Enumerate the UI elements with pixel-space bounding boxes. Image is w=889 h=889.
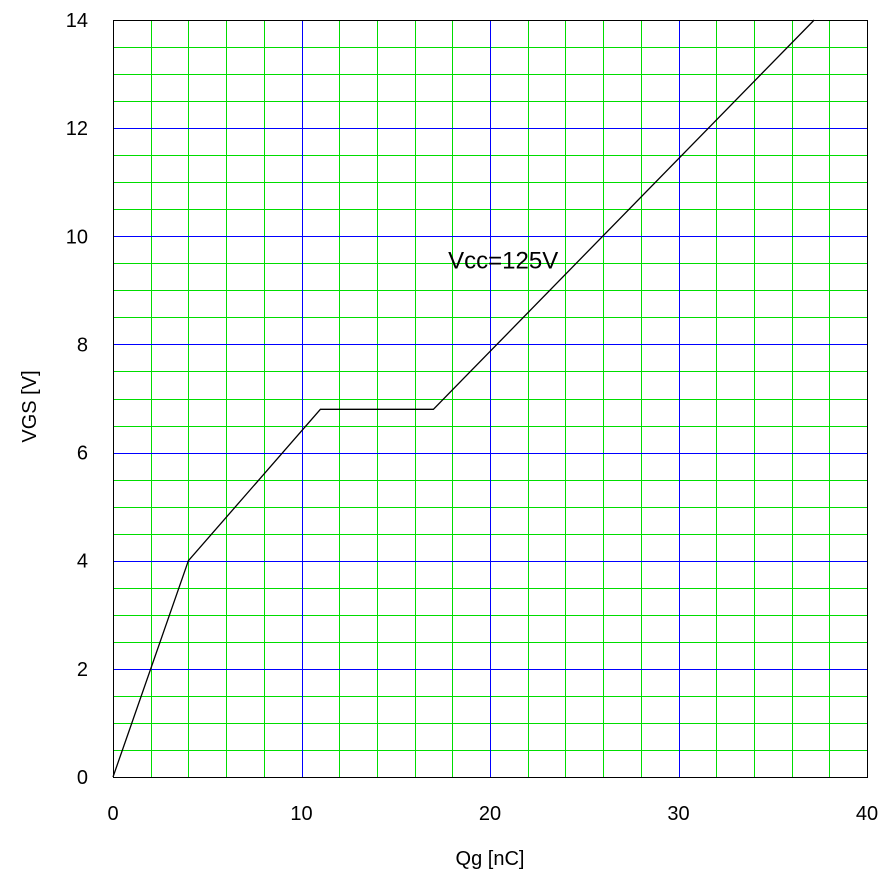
y-axis-label: VGS [V]	[19, 370, 41, 442]
y-tick-label: 2	[77, 659, 88, 681]
x-tick-label: 30	[667, 803, 689, 825]
y-tick-label: 14	[66, 10, 88, 32]
x-tick-label: 40	[856, 803, 878, 825]
y-tick-label: 12	[66, 118, 88, 140]
x-axis-ticks: 0 10 20 30 40	[107, 803, 878, 825]
y-tick-label: 6	[77, 443, 88, 465]
annotation-layer: Vcc=125V	[448, 248, 558, 275]
x-tick-label: 10	[290, 803, 312, 825]
y-tick-label: 8	[77, 334, 88, 356]
y-tick-label: 0	[77, 767, 88, 789]
plot-frame	[113, 20, 868, 778]
x-tick-label: 20	[479, 803, 501, 825]
series-layer	[112, 19, 815, 778]
x-tick-label: 0	[107, 803, 118, 825]
y-tick-label: 4	[77, 551, 88, 573]
x-axis-label: Qg [nC]	[456, 848, 525, 870]
y-axis-ticks: 0 2 4 6 8 10 12 14	[66, 10, 88, 789]
series-annotation: Vcc=125V	[448, 248, 558, 275]
y-tick-label: 10	[66, 226, 88, 248]
series-line-0	[112, 19, 815, 778]
major-grid	[113, 20, 867, 777]
